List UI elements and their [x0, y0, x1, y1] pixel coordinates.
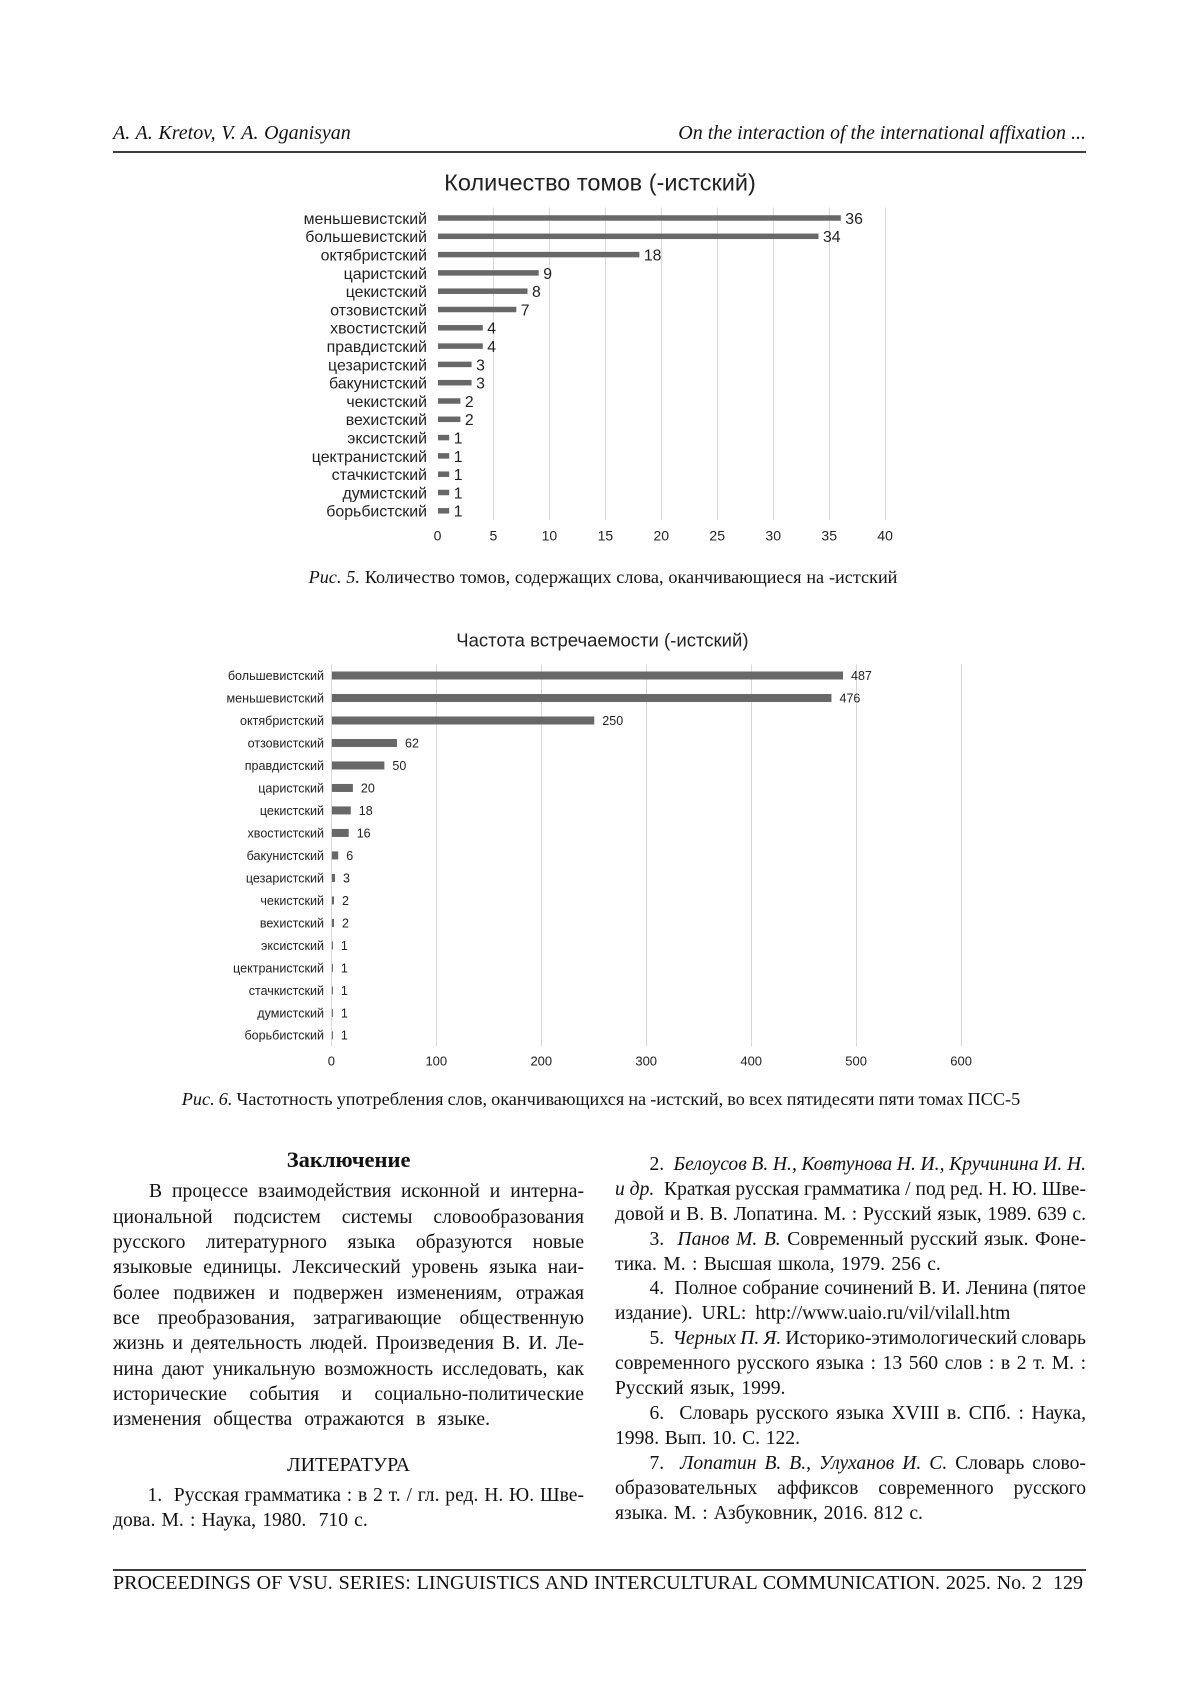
svg-text:Частота встречаемости (-истски: Частота встречаемости (-истский): [456, 629, 748, 650]
svg-text:0: 0: [434, 528, 442, 544]
svg-text:62: 62: [405, 736, 419, 750]
svg-text:3: 3: [476, 357, 485, 374]
svg-text:правдистский: правдистский: [245, 759, 324, 773]
svg-text:бакунистский: бакунистский: [329, 376, 427, 393]
svg-text:2: 2: [342, 894, 349, 908]
svg-text:1: 1: [341, 1006, 348, 1020]
svg-text:1: 1: [454, 504, 463, 521]
svg-text:борьбистский: борьбистский: [326, 504, 427, 521]
svg-text:5: 5: [490, 528, 498, 544]
svg-text:8: 8: [532, 284, 541, 301]
svg-text:Количество томов (-истский): Количество томов (-истский): [444, 170, 756, 196]
svg-text:7: 7: [521, 302, 530, 319]
svg-text:1: 1: [341, 1029, 348, 1043]
svg-text:большевистский: большевистский: [228, 669, 324, 683]
svg-text:20: 20: [654, 528, 670, 544]
svg-text:1: 1: [454, 485, 463, 502]
svg-text:476: 476: [840, 691, 861, 705]
svg-text:хвостистский: хвостистский: [248, 826, 324, 840]
svg-text:думистский: думистский: [257, 1006, 324, 1020]
svg-text:15: 15: [598, 528, 614, 544]
svg-text:2: 2: [342, 916, 349, 930]
svg-text:отзовистский: отзовистский: [248, 736, 324, 750]
svg-text:цезаристский: цезаристский: [328, 357, 427, 374]
svg-text:20: 20: [361, 781, 375, 795]
svg-text:18: 18: [644, 248, 662, 265]
svg-text:100: 100: [425, 1054, 447, 1069]
svg-text:цекистский: цекистский: [346, 284, 427, 301]
svg-text:октябристский: октябристский: [240, 714, 324, 728]
svg-text:250: 250: [602, 714, 623, 728]
svg-text:стачкистский: стачкистский: [332, 467, 427, 484]
svg-text:хвостистский: хвостистский: [330, 321, 427, 338]
svg-text:487: 487: [851, 669, 872, 683]
svg-text:25: 25: [709, 528, 725, 544]
svg-text:чекистский: чекистский: [260, 894, 324, 908]
svg-text:эксистский: эксистский: [347, 431, 427, 448]
svg-text:вехистский: вехистский: [260, 916, 324, 930]
svg-text:цекистский: цекистский: [260, 804, 324, 818]
svg-text:34: 34: [823, 229, 841, 246]
svg-text:16: 16: [357, 826, 371, 840]
svg-text:1: 1: [341, 939, 348, 953]
svg-text:меньшевистский: меньшевистский: [304, 211, 427, 228]
svg-text:600: 600: [950, 1054, 972, 1069]
svg-text:6: 6: [346, 849, 353, 863]
svg-text:10: 10: [542, 528, 558, 544]
svg-text:чекистский: чекистский: [346, 394, 427, 411]
svg-text:1: 1: [454, 431, 463, 448]
svg-text:3: 3: [343, 871, 350, 885]
svg-text:большевистский: большевистский: [305, 229, 427, 246]
svg-text:50: 50: [392, 759, 406, 773]
svg-text:меньшевистский: меньшевистский: [227, 691, 324, 705]
svg-text:35: 35: [821, 528, 837, 544]
svg-text:отзовистский: отзовистский: [330, 302, 427, 319]
svg-text:2: 2: [465, 394, 474, 411]
svg-text:правдистский: правдистский: [327, 339, 427, 356]
svg-text:300: 300: [635, 1054, 657, 1069]
svg-text:1: 1: [454, 449, 463, 466]
svg-text:эксистский: эксистский: [261, 939, 324, 953]
svg-text:1: 1: [341, 984, 348, 998]
svg-text:борьбистский: борьбистский: [244, 1029, 324, 1043]
svg-text:цезаристский: цезаристский: [246, 871, 324, 885]
svg-text:цектранистский: цектранистский: [233, 961, 324, 975]
svg-text:30: 30: [765, 528, 781, 544]
svg-text:18: 18: [359, 804, 373, 818]
svg-text:3: 3: [476, 376, 485, 393]
svg-text:вехистский: вехистский: [346, 412, 427, 429]
svg-text:цектранистский: цектранистский: [312, 449, 427, 466]
svg-text:октябристский: октябристский: [321, 248, 427, 265]
svg-text:36: 36: [845, 211, 863, 228]
svg-text:0: 0: [328, 1054, 335, 1069]
svg-text:стачкистский: стачкистский: [249, 984, 324, 998]
svg-text:2: 2: [465, 412, 474, 429]
svg-text:1: 1: [341, 961, 348, 975]
svg-text:500: 500: [845, 1054, 867, 1069]
svg-text:царистский: царистский: [344, 266, 427, 283]
svg-text:200: 200: [530, 1054, 552, 1069]
svg-text:40: 40: [877, 528, 893, 544]
svg-text:4: 4: [487, 339, 496, 356]
svg-text:царистский: царистский: [258, 781, 324, 795]
svg-text:400: 400: [740, 1054, 762, 1069]
svg-text:бакунистский: бакунистский: [247, 849, 324, 863]
svg-text:думистский: думистский: [342, 485, 427, 502]
svg-text:1: 1: [454, 467, 463, 484]
svg-text:4: 4: [487, 321, 496, 338]
svg-text:9: 9: [543, 266, 552, 283]
